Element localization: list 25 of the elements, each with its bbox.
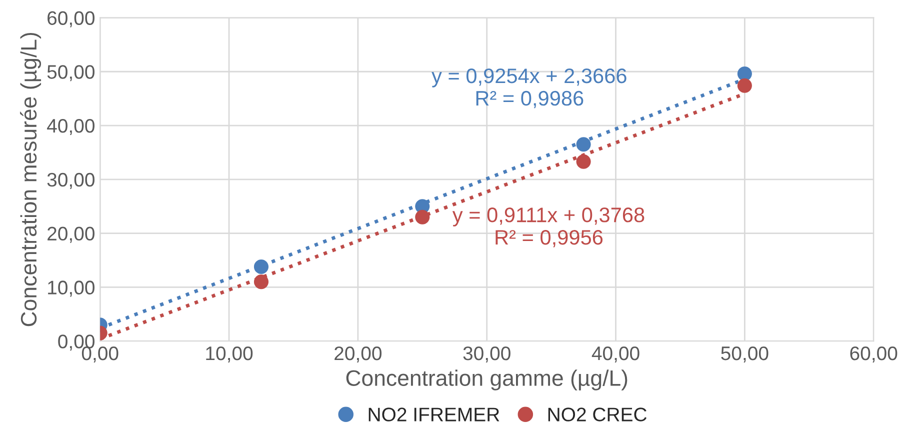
x-tick-label: 10,00 [206, 346, 253, 363]
x-tick-label: 20,00 [334, 346, 382, 363]
point [254, 274, 269, 290]
y-tick-label: 10,00 [48, 280, 94, 297]
legend-label: NO2 IFREMER [368, 408, 500, 422]
y-tick-label: 50,00 [47, 65, 94, 82]
x-tick-label: 30,00 [463, 346, 510, 363]
point [415, 210, 430, 224]
point [737, 66, 752, 82]
annotation: y = 0,9111x + 0,3768 R² = 0,9956 [452, 208, 644, 248]
y-tick-label: 40,00 [47, 118, 94, 136]
x-tick-label: 40,00 [592, 346, 640, 363]
point [576, 154, 591, 169]
point [737, 78, 752, 93]
legend-label: NO2 CREC [548, 408, 647, 422]
x-axis-title: Concentration gamme (µg/L) [346, 370, 628, 390]
point [254, 259, 269, 274]
y-tick-label: 60,00 [48, 11, 94, 28]
x-tick-label: 60,00 [850, 346, 898, 363]
y-axis-title: Concentration mesurée (µg/L) [20, 32, 42, 326]
y-tick-label: 30,00 [47, 172, 94, 189]
annotation: y = 0,9254x + 2,3666 R² = 0,9986 [432, 68, 626, 108]
x-tick-label: 50,00 [721, 346, 768, 363]
point [576, 137, 591, 152]
y-tick-label: 20,00 [48, 226, 94, 243]
